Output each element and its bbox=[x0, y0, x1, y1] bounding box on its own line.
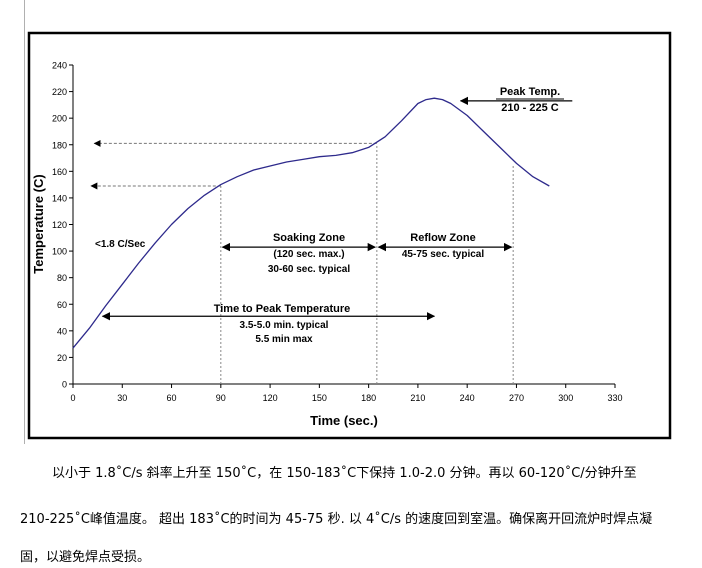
y-tick-label: 0 bbox=[62, 380, 67, 390]
time-to-peak-typical: 3.5-5.0 min. typical bbox=[240, 320, 329, 331]
x-tick-label: 270 bbox=[509, 393, 524, 403]
peak-temp-range: 210 - 225 C bbox=[501, 102, 559, 114]
chart-frame bbox=[27, 31, 672, 440]
reflow-zone-typical: 45-75 sec. typical bbox=[402, 249, 484, 260]
reflow-profile-chart: 0 20 40 60 80 100 120 140 160 180 200 220 240 0 30 60 90… bbox=[27, 31, 672, 440]
y-tick-label: 120 bbox=[52, 220, 67, 230]
soaking-zone-title: Soaking Zone bbox=[273, 232, 345, 244]
time-to-peak-title: Time to Peak Temperature bbox=[214, 303, 351, 315]
description-line-3: 固，以避免焊点受损。 bbox=[20, 550, 151, 565]
soaking-zone-typical: 30-60 sec. typical bbox=[268, 264, 350, 275]
y-tick-label: 180 bbox=[52, 140, 67, 150]
y-tick-label: 140 bbox=[52, 193, 67, 203]
x-tick-label: 210 bbox=[410, 393, 425, 403]
x-tick-label: 240 bbox=[460, 393, 475, 403]
x-tick-label: 0 bbox=[70, 393, 75, 403]
y-tick-label: 240 bbox=[52, 61, 67, 71]
x-tick-label: 120 bbox=[263, 393, 278, 403]
y-tick-label: 100 bbox=[52, 247, 67, 257]
y-tick-label: 220 bbox=[52, 87, 67, 97]
y-tick-label: 20 bbox=[57, 353, 67, 363]
ramp-rate-label: <1.8 C/Sec bbox=[95, 239, 146, 250]
peak-temp-title: Peak Temp. bbox=[500, 86, 560, 98]
x-tick-label: 330 bbox=[607, 393, 622, 403]
x-tick-label: 90 bbox=[216, 393, 226, 403]
x-tick-label: 300 bbox=[558, 393, 573, 403]
reflow-zone-title: Reflow Zone bbox=[410, 232, 475, 244]
y-tick-label: 40 bbox=[57, 326, 67, 336]
y-tick-label: 160 bbox=[52, 167, 67, 177]
y-tick-label: 200 bbox=[52, 114, 67, 124]
x-axis-title: Time (sec.) bbox=[310, 413, 378, 428]
page-left-rule bbox=[24, 0, 25, 444]
x-tick-label: 150 bbox=[312, 393, 327, 403]
y-tick-label: 80 bbox=[57, 273, 67, 283]
temperature-profile-line bbox=[72, 97, 550, 349]
x-tick-label: 60 bbox=[167, 393, 177, 403]
time-to-peak-max: 5.5 min max bbox=[255, 334, 313, 345]
x-tick-label: 30 bbox=[117, 393, 127, 403]
x-tick-label: 180 bbox=[361, 393, 376, 403]
description-line-1: 以小于 1.8˚C/s 斜率上升至 150˚C，在 150-183˚C下保持 1… bbox=[52, 466, 637, 481]
description-line-2: 210-225˚C峰值温度。 超出 183˚C的时间为 45-75 秒. 以 4… bbox=[20, 512, 653, 527]
y-axis-title: Temperature (C) bbox=[31, 174, 46, 273]
soaking-zone-max: (120 sec. max.) bbox=[273, 249, 344, 260]
y-tick-label: 60 bbox=[57, 300, 67, 310]
